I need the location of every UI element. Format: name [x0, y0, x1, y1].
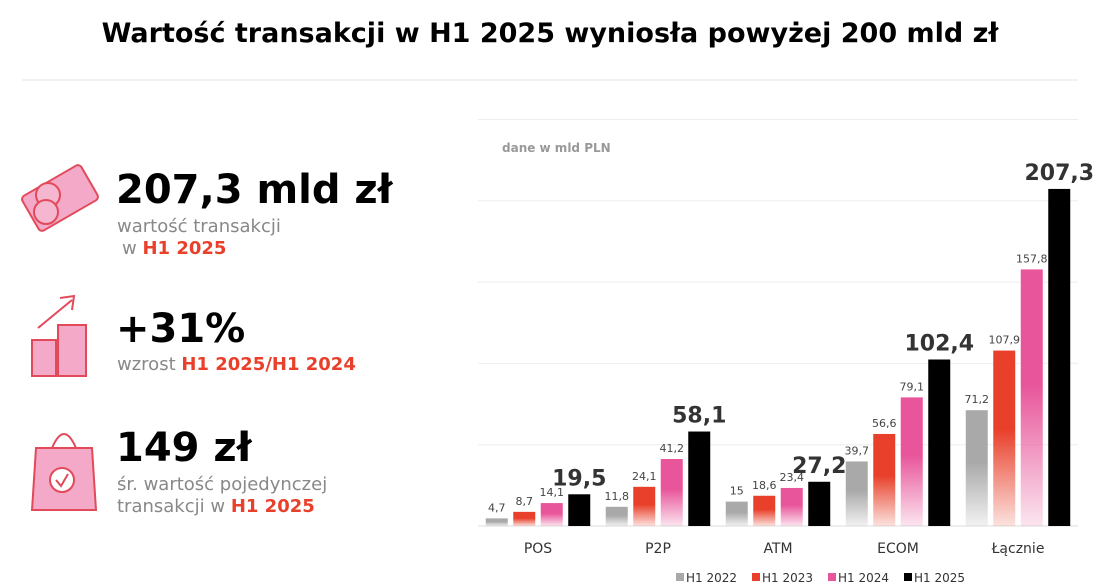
value-label: 8,7: [516, 495, 534, 508]
growth-icon: [31, 294, 87, 377]
value-label: 102,4: [904, 331, 974, 356]
stat-caption: transakcji w: [117, 496, 225, 517]
value-label: 39,7: [845, 444, 870, 457]
legend-swatch: [904, 573, 912, 581]
stat-caption: w H1 2025: [122, 238, 226, 259]
bar: [660, 459, 683, 526]
stat-highlight: H1 2025/H1 2024: [181, 354, 355, 375]
value-label: 11,8: [605, 490, 630, 503]
value-label: 24,1: [632, 470, 657, 483]
stat-highlight: H1 2025: [231, 496, 315, 517]
value-label: 71,2: [965, 393, 990, 406]
legend-swatch: [676, 573, 684, 581]
stat-caption: wzrost: [117, 354, 176, 375]
value-label: 207,3: [1024, 161, 1094, 186]
value-label: 56,6: [872, 417, 897, 430]
bar: [513, 511, 536, 526]
bar: [485, 518, 508, 526]
value-label: 79,1: [900, 380, 925, 393]
legend-label: H1 2024: [838, 571, 889, 585]
value-label: 14,1: [540, 486, 565, 499]
bar: [688, 431, 711, 526]
stat-value: +31%: [116, 306, 245, 352]
bar: [993, 350, 1016, 526]
value-label: 107,9: [989, 334, 1021, 347]
stat-value: 207,3 mld zł: [116, 167, 394, 213]
value-label: 27,2: [792, 454, 846, 479]
value-label: 18,6: [752, 479, 777, 492]
x-tick-label: P2P: [645, 541, 671, 557]
bar: [900, 397, 923, 526]
value-label: 41,2: [660, 442, 685, 455]
value-label: 23,4: [780, 471, 805, 484]
money-icon: [21, 164, 99, 232]
x-tick-label: POS: [524, 541, 552, 557]
bar: [540, 503, 563, 526]
bar: [568, 494, 591, 526]
bar: [808, 481, 831, 526]
page-title: Wartość transakcji w H1 2025 wyniosła po…: [102, 18, 1000, 49]
legend-swatch: [752, 573, 760, 581]
bar: [873, 433, 896, 526]
bar: [928, 359, 951, 526]
bar: [965, 410, 988, 526]
chart-subtitle: dane w mld PLN: [502, 141, 611, 155]
value-label: 4,7: [488, 501, 506, 514]
x-tick-label: Łącznie: [991, 541, 1045, 557]
bar: [1020, 269, 1043, 526]
stat-value: 149 zł: [116, 425, 253, 471]
value-label: 15: [730, 485, 744, 498]
bar: [633, 486, 656, 526]
legend-label: H1 2025: [914, 571, 965, 585]
bar: [605, 506, 628, 526]
x-tick-label: ATM: [763, 541, 792, 557]
bar: [725, 501, 748, 526]
x-tick-label: ECOM: [877, 541, 919, 557]
value-label: 19,5: [552, 466, 606, 491]
legend-label: H1 2023: [762, 571, 813, 585]
value-label: 58,1: [672, 404, 726, 429]
bar: [845, 461, 868, 526]
stat-caption: wartość transakcji: [117, 216, 281, 237]
legend-label: H1 2022: [686, 571, 737, 585]
chart: POS 4,7 8,7 14,119,5 P2P 11,824,1 41,2 58,1 ATM 1…: [478, 119, 1094, 585]
bar: [753, 495, 776, 526]
legend-swatch: [828, 573, 836, 581]
stat-highlight: H1 2025: [142, 238, 226, 259]
stat-caption: transakcji w H1 2025: [117, 496, 315, 517]
bag-icon: [30, 433, 98, 511]
stat-caption: wzrost H1 2025/H1 2024: [117, 354, 356, 375]
stat-caption: śr. wartość pojedynczej: [117, 474, 327, 495]
bar: [1048, 188, 1071, 526]
stat-caption: w: [122, 238, 137, 259]
value-label: 157,8: [1016, 252, 1048, 265]
bar: [780, 487, 803, 526]
